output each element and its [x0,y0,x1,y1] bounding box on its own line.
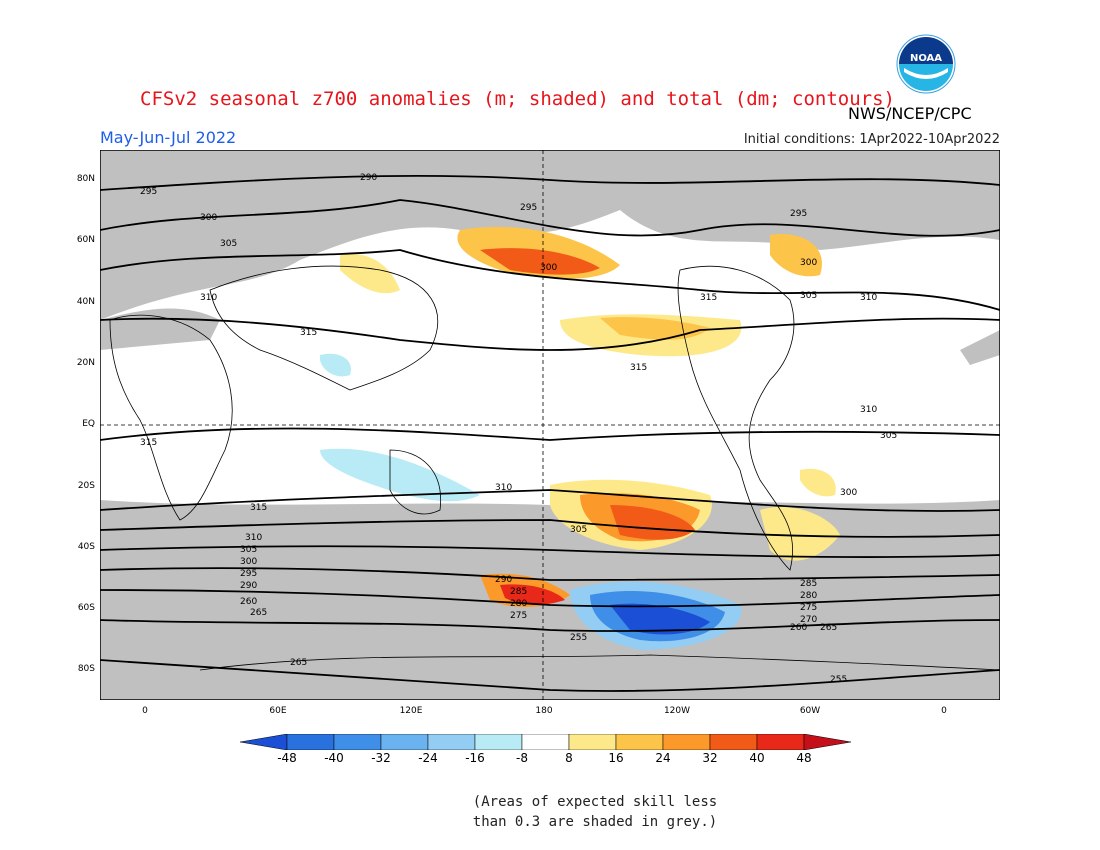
colorbar-tick-label: 8 [565,751,573,765]
colorbar-swatch [521,734,570,750]
organization-label: NWS/NCEP/CPC [848,104,972,123]
lat-label: 80S [77,664,95,675]
positive-anomaly-areas [340,226,840,607]
lon-label: 0 [941,706,947,716]
contour-value-label: 260 [790,623,807,633]
contour-value-label: 290 [360,173,377,183]
lon-label: 60W [799,706,821,716]
contour-value-label: 255 [830,675,847,685]
colorbar-tick-label: 16 [608,751,624,765]
colorbar-swatch [380,734,429,750]
colorbar-tick-label: -24 [418,751,438,765]
contour-value-label: 260 [240,597,257,607]
lat-label: 40S [77,541,95,552]
initial-conditions-label: Initial conditions: 1Apr2022-10Apr2022 [743,132,1000,147]
contour-value-label: 310 [245,533,262,543]
chart-title: CFSv2 seasonal z700 anomalies (m; shaded… [140,88,895,110]
colorbar-tick-label: -48 [277,751,297,765]
contour-value-label: 305 [880,431,897,441]
contour-value-label: 300 [200,213,217,223]
colorbar-tick-label: 24 [655,751,671,765]
contour-labels: 290 295 300 295 295 305 300 300 310 315 305 310 315 3… [140,173,897,685]
colorbar-tick-label: -16 [465,751,485,765]
contour-value-label: 300 [240,557,257,567]
colorbar-swatch [333,734,382,750]
colorbar [240,734,852,750]
contour-value-label: 300 [840,488,857,498]
colorbar-tick-label: -40 [324,751,344,765]
colorbar-tick-label: 40 [749,751,765,765]
contour-value-label: 295 [140,187,157,197]
contour-value-label: 290 [240,581,257,591]
contour-value-label: 305 [220,239,237,249]
noaa-logo-icon: NOAA [896,34,956,94]
colorbar-tick-label: -8 [516,751,528,765]
season-label: May-Jun-Jul 2022 [100,128,237,147]
contour-value-label: 295 [240,569,257,579]
contour-value-label: 305 [800,291,817,301]
skill-note: (Areas of expected skill less than 0.3 a… [0,792,1100,832]
lon-label: 0 [142,706,148,716]
noaa-logo-text: NOAA [910,53,942,64]
colorbar-swatch [756,734,805,750]
contour-value-label: 315 [140,438,157,448]
coastlines [109,265,1000,671]
lat-label: 20N [76,357,95,368]
contour-value-label: 285 [800,579,817,589]
contour-value-label: 310 [200,293,217,303]
contour-value-label: 255 [570,633,587,643]
contour-value-label: 315 [250,503,267,513]
colorbar-swatch [662,734,711,750]
contour-value-label: 295 [790,209,807,219]
contour-value-label: 275 [510,611,527,621]
contour-value-label: 285 [510,587,527,597]
colorbar-swatch [615,734,664,750]
colorbar-swatch [568,734,617,750]
contour-value-label: 305 [570,525,587,535]
colorbar-swatch [286,734,335,750]
lat-label: EQ [82,419,95,430]
contour-value-label: 315 [630,363,647,373]
colorbar-swatch [240,734,288,750]
contour-value-label: 290 [495,575,512,585]
colorbar-tick-label: 32 [702,751,718,765]
contour-value-label: 280 [800,591,817,601]
contour-value-label: 280 [510,599,527,609]
contour-value-label: 310 [495,483,512,493]
anomaly-map: 290 295 300 295 295 305 300 300 310 315 305 310 315 3… [100,150,1000,700]
colorbar-swatch [474,734,523,750]
contour-value-label: 265 [820,623,837,633]
colorbar-swatch [427,734,476,750]
contour-value-label: 265 [290,658,307,668]
lon-label: 180 [535,706,553,716]
contour-value-label: 270 [800,615,817,625]
contour-value-label: 315 [300,328,317,338]
colorbar-swatch [709,734,758,750]
lat-label: 40N [76,296,95,307]
contour-value-label: 295 [520,203,537,213]
skill-note-line1: (Areas of expected skill less [472,794,718,810]
lon-label: 120W [663,706,691,716]
total-height-contours [100,174,1000,692]
contour-value-label: 275 [800,603,817,613]
contour-value-label: 310 [860,293,877,303]
contour-value-label: 310 [860,405,877,415]
lat-label: 60S [77,603,95,614]
lon-label: 120E [399,706,423,716]
colorbar-tick-label: 48 [796,751,812,765]
lat-label: 60N [76,235,95,246]
contour-value-label: 265 [250,608,267,618]
contour-value-label: 300 [540,263,557,273]
lat-label: 80N [76,174,95,184]
colorbar-swatch [803,734,852,750]
contour-value-label: 315 [700,293,717,303]
lon-label: 60E [269,706,287,716]
skill-note-line2: than 0.3 are shaded in grey.) [472,814,718,830]
lat-label: 20S [77,480,95,491]
negative-anomaly-areas [320,353,742,650]
contour-value-label: 300 [800,258,817,268]
contour-value-label: 305 [240,545,257,555]
colorbar-tick-label: -32 [371,751,391,765]
